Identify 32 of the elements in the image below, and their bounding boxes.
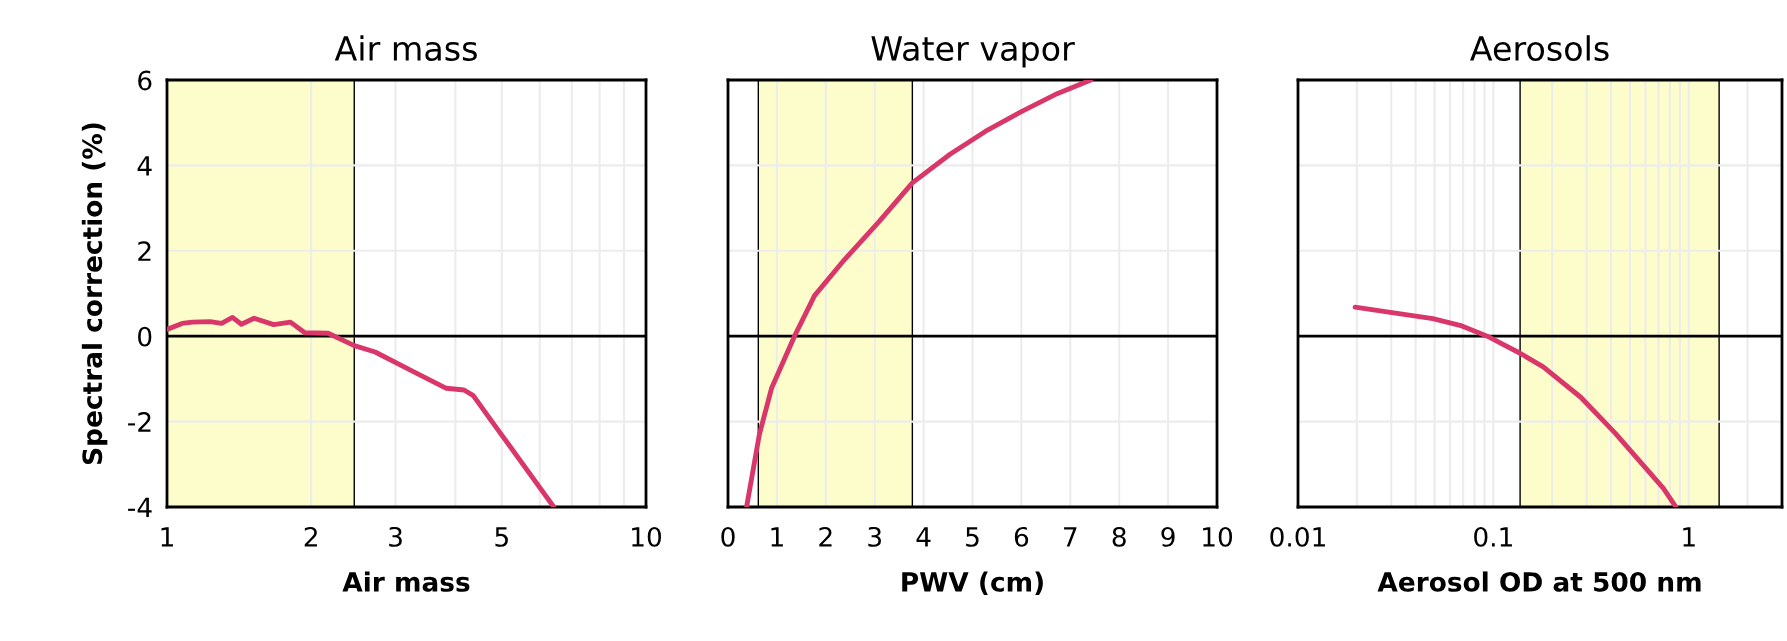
y-tick-label: 0 [138,326,152,347]
x-tick-label: 0 [721,526,735,547]
x-tick-label: 7 [1064,527,1077,547]
x-axis-title: Air mass [342,571,470,592]
x-tick-label: 4 [916,527,931,547]
x-tick-label: 5 [495,527,508,547]
x-tick-label: 8 [1112,526,1126,547]
x-axis-title: PWV (cm) [902,571,1043,595]
y-tick-label: 6 [138,70,152,91]
x-axis-title: Aerosol OD at 500 nm [1377,571,1701,592]
chart-title: Water vapor [871,36,1075,68]
chart-title: Aerosols [1470,35,1609,62]
x-tick-label: 2 [819,526,832,547]
x-tick-label: 10 [632,526,662,547]
y-axis-title: Spectral correction (%) [81,123,108,464]
x-tick-label: 0.1 [1474,526,1512,547]
y-tick-label: 4 [137,156,152,176]
x-tick-label: 6 [1014,526,1029,547]
x-tick-label: 1 [161,527,173,547]
x-tick-label: 9 [1161,526,1175,547]
x-tick-label: 1 [1683,527,1695,547]
y-tick-label: 2 [138,241,151,261]
chart-title: Air mass [334,35,477,62]
x-tick-label: 5 [966,527,979,547]
x-tick-label: 1 [771,527,783,547]
y-tick-label: -4 [128,497,152,518]
x-tick-label: 3 [868,526,881,547]
x-tick-label: 2 [304,526,317,547]
x-tick-label: 3 [389,526,402,547]
x-tick-label: 10 [1203,526,1233,547]
x-tick-label: 0.01 [1270,526,1325,547]
y-tick-label: -2 [128,412,151,432]
